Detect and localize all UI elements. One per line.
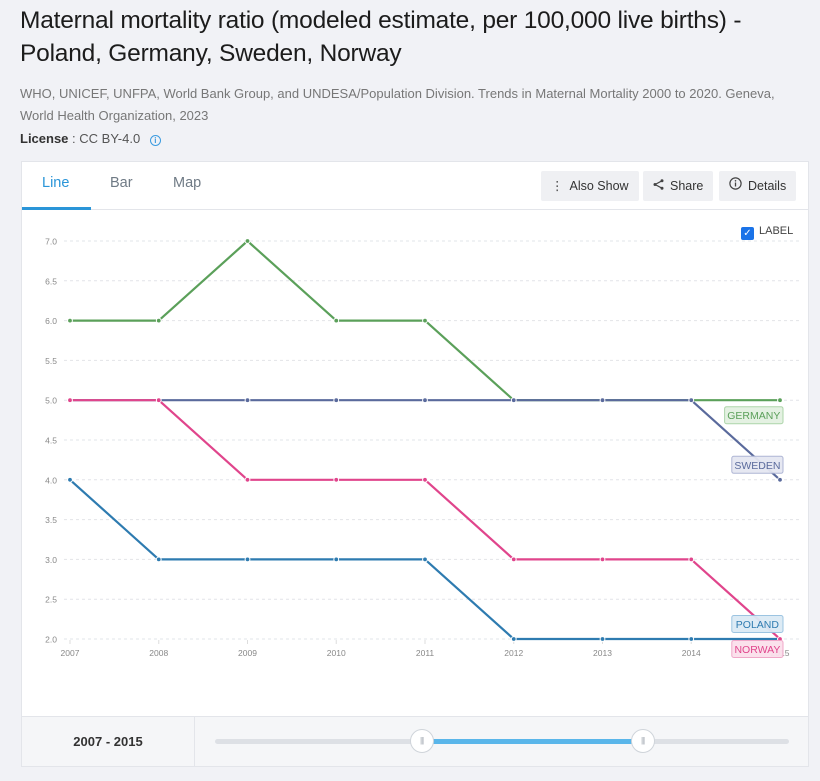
data-point-germany: [333, 317, 340, 324]
year-range-label: 2007 - 2015: [22, 717, 195, 766]
data-point-norway: [155, 397, 162, 404]
page-title: Maternal mortality ratio (modeled estima…: [20, 7, 742, 67]
data-point-poland: [422, 556, 428, 563]
checkbox-checked-icon[interactable]: ✓: [741, 227, 754, 240]
series-label-box-germany: [724, 406, 784, 425]
line-chart: 2.0 2.5 3.0 3.5 4.0 4.5 5.0 5.5 6.0 6.5 7.0 2007 200…: [45, 237, 800, 658]
series-label-sweden: SWEDEN: [734, 460, 780, 472]
data-point-germany: [155, 317, 162, 324]
range-slider-start-handle[interactable]: |||: [409, 729, 434, 753]
x-tick-label: 2011: [416, 648, 435, 658]
license-label: License: [20, 131, 69, 146]
range-slider-end-handle[interactable]: |||: [630, 729, 655, 753]
y-tick-label: 2.5: [45, 595, 57, 605]
data-point-poland: [599, 636, 606, 642]
data-point-sweden: [688, 397, 695, 404]
x-tick-label: 2014: [682, 648, 701, 658]
series-label-box-norway: [731, 640, 784, 658]
license: License : CC BY-4.0 i: [20, 129, 161, 149]
chart-tabs: Line Bar Map ⋮ Also Show Share Details: [22, 162, 808, 210]
license-value: : CC BY-4.0: [72, 131, 141, 146]
range-slider-selection: [421, 739, 643, 744]
data-point-norway: [510, 556, 517, 563]
tab-line[interactable]: Line: [42, 175, 70, 191]
y-tick-label: 3.5: [45, 515, 57, 525]
data-point-poland: [510, 636, 517, 642]
data-point-norway: [422, 476, 428, 483]
series-label-box-poland: [731, 615, 784, 633]
y-tick-label: 4.5: [45, 436, 57, 446]
x-tick-label: 2007: [61, 648, 80, 658]
info-circle-icon: [729, 171, 742, 201]
tab-map[interactable]: Map: [173, 175, 202, 191]
data-point-germany: [67, 317, 73, 324]
data-point-poland: [333, 556, 340, 563]
details-label: Details: [748, 179, 787, 193]
data-point-sweden: [244, 397, 251, 404]
y-tick-label: 2.0: [45, 635, 57, 645]
label-toggle-text: LABEL: [759, 225, 794, 237]
data-point-poland: [244, 556, 251, 563]
share-button[interactable]: Share: [643, 171, 714, 201]
share-icon: [653, 171, 664, 201]
series-label-poland: POLAND: [736, 619, 780, 631]
y-tick-label: 4.0: [45, 475, 57, 485]
also-show-button[interactable]: ⋮ Also Show: [541, 171, 639, 201]
x-tick-label: 2008: [149, 648, 168, 658]
data-point-norway: [67, 397, 73, 404]
data-point-norway: [599, 556, 606, 563]
data-point-sweden: [333, 397, 340, 404]
data-point-norway: [244, 476, 251, 483]
x-tick-label: 2012: [504, 648, 523, 658]
data-point-germany: [244, 238, 251, 244]
also-show-label: Also Show: [569, 179, 629, 193]
data-point-germany: [422, 317, 428, 324]
data-point-germany: [777, 397, 783, 404]
y-tick-label: 5.5: [45, 356, 57, 366]
y-tick-label: 7.0: [45, 237, 57, 247]
data-point-poland: [688, 636, 695, 642]
data-point-sweden: [510, 397, 517, 404]
data-point-norway: [333, 476, 340, 483]
y-tick-label: 6.0: [45, 316, 57, 326]
data-point-sweden: [777, 476, 783, 483]
range-footer: 2007 - 2015 ||| |||: [21, 716, 809, 767]
series-label-norway: NORWAY: [734, 644, 780, 656]
x-tick-label: 2009: [238, 648, 257, 658]
data-point-poland: [155, 556, 162, 563]
x-tick-label: 2013: [593, 648, 612, 658]
data-point-sweden: [599, 397, 606, 404]
x-tick-label: 2010: [327, 648, 346, 658]
data-point-norway: [688, 556, 695, 563]
active-tab-indicator: [22, 207, 91, 210]
y-tick-label: 3.0: [45, 555, 57, 565]
source-citation: WHO, UNICEF, UNFPA, World Bank Group, an…: [20, 86, 775, 123]
series-label-germany: GERMANY: [727, 410, 780, 422]
y-tick-label: 5.0: [45, 396, 57, 406]
label-toggle[interactable]: ✓ LABEL: [741, 224, 793, 240]
info-icon[interactable]: i: [149, 135, 161, 146]
data-point-sweden: [422, 397, 428, 404]
data-point-poland: [67, 476, 73, 483]
y-tick-label: 6.5: [45, 276, 57, 286]
tab-bar[interactable]: Bar: [110, 175, 133, 191]
details-button[interactable]: Details: [719, 171, 797, 201]
chart-panel: Line Bar Map ⋮ Also Show Share Details ✓ L…: [21, 161, 809, 717]
vertical-dots-icon: ⋮: [551, 179, 564, 193]
series-label-box-sweden: [731, 455, 784, 474]
share-label: Share: [670, 179, 704, 193]
